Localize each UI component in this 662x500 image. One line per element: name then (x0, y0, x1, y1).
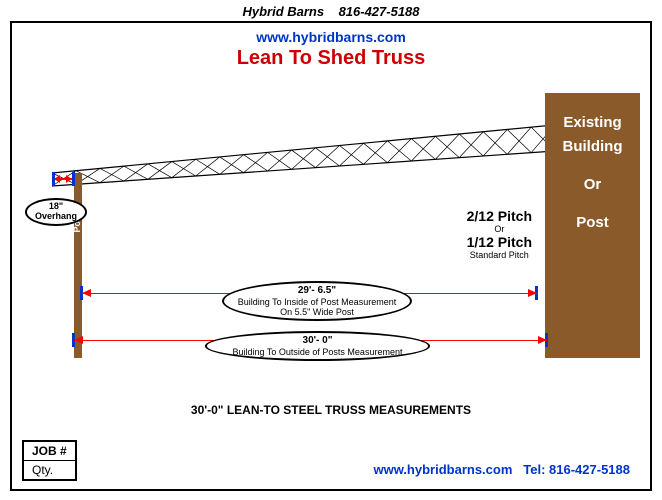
footer-contact: www.hybridbarns.com Tel: 816-427-5188 (373, 462, 630, 477)
dim2-desc1: Building To Outside of Posts Measurement (215, 347, 420, 357)
company-name: Hybrid Barns (242, 4, 324, 19)
pitch-block: 2/12 Pitch Or 1/12 Pitch Standard Pitch (467, 208, 532, 260)
job-label: JOB # (24, 442, 75, 461)
top-header: Hybrid Barns 816-427-5188 (0, 0, 662, 21)
pitch-or: Or (467, 224, 532, 234)
footer-url: www.hybridbarns.com (373, 462, 512, 477)
dim1-desc1: Building To Inside of Post Measurement (232, 297, 402, 307)
pitch-sub: Standard Pitch (467, 250, 532, 260)
footer-tel: 816-427-5188 (549, 462, 630, 477)
qty-label: Qty. (24, 461, 75, 479)
company-phone: 816-427-5188 (339, 4, 420, 19)
dim1-value: 29'- 6.5" (232, 285, 402, 297)
existing-line1: Existing (545, 111, 640, 135)
overhang-bubble: 18" Overhang (25, 198, 87, 226)
existing-building-box: Existing Building Or Post (545, 93, 640, 358)
job-box: JOB # Qty. (22, 440, 77, 481)
title: Lean To Shed Truss (12, 45, 650, 70)
diagram-area: Existing Building Or Post Post 18" Overh… (12, 78, 650, 388)
existing-line4: Post (545, 211, 640, 235)
diagram-frame: www.hybridbarns.com Lean To Shed Truss E… (10, 21, 652, 491)
dim2-value: 30'- 0" (215, 335, 420, 347)
dim1-bubble: 29'- 6.5" Building To Inside of Post Mea… (222, 281, 412, 321)
overhang-text: Overhang (35, 211, 77, 221)
overhang-value: 18" (49, 201, 63, 211)
existing-line2: Building (545, 135, 640, 159)
overhang-tick-right (72, 172, 75, 186)
pitch-opt2: 1/12 Pitch (467, 234, 532, 250)
caption: 30'-0" LEAN-TO STEEL TRUSS MEASUREMENTS (12, 403, 650, 417)
overhang-arrow (54, 178, 72, 180)
footer-tel-label: Tel: (523, 462, 545, 477)
dim2-bubble: 30'- 0" Building To Outside of Posts Mea… (205, 331, 430, 361)
dim1-desc2: On 5.5" Wide Post (232, 307, 402, 317)
overhang-tick-left (52, 172, 55, 186)
url-top: www.hybridbarns.com (12, 23, 650, 45)
existing-line3: Or (545, 173, 640, 197)
pitch-opt1: 2/12 Pitch (467, 208, 532, 224)
